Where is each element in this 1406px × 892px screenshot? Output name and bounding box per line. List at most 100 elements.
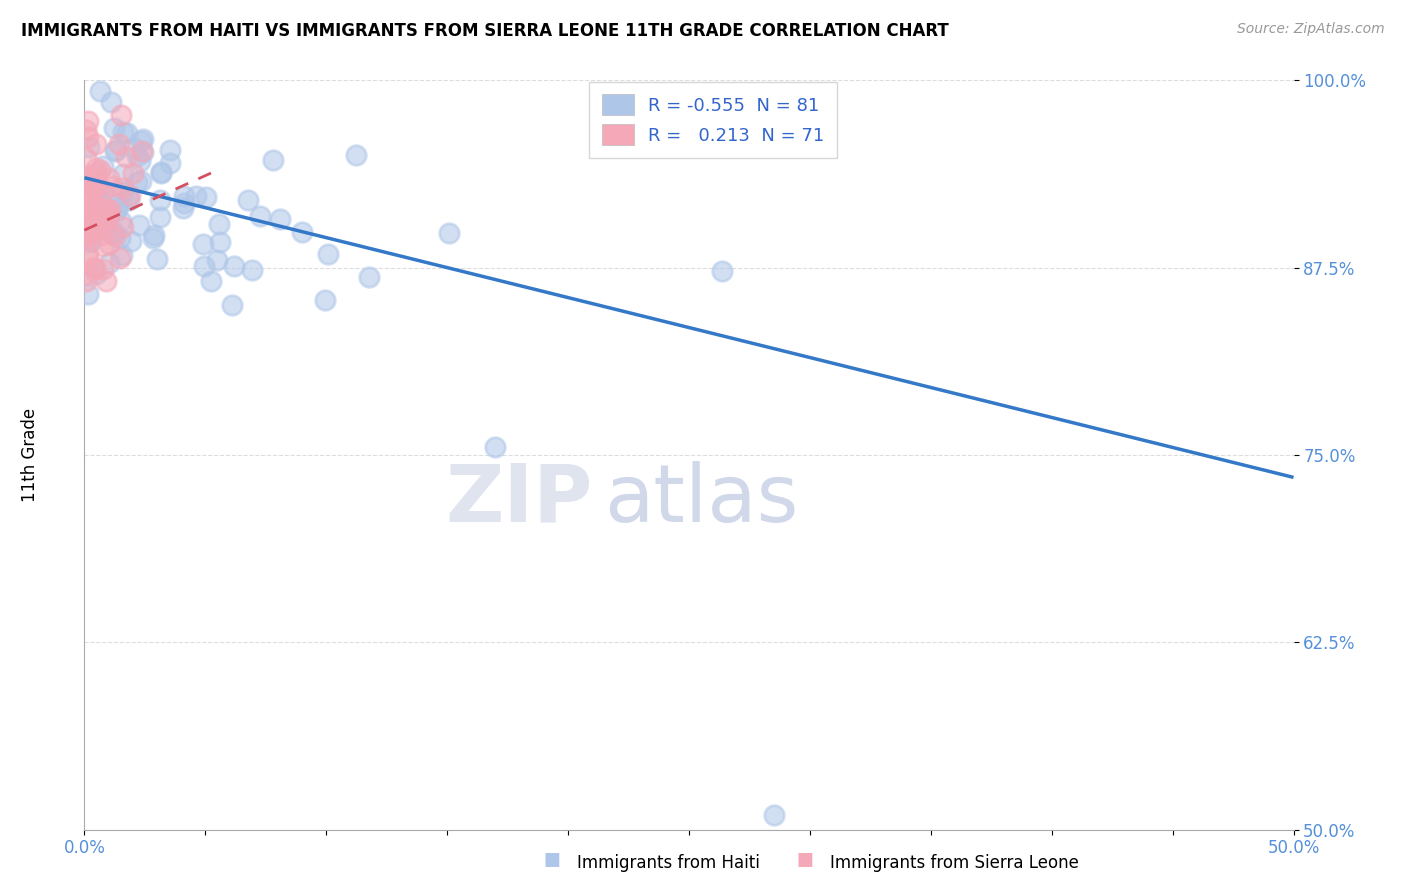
Point bbox=[238, 193, 260, 207]
Point bbox=[143, 227, 166, 242]
Point bbox=[101, 227, 124, 242]
Point bbox=[91, 159, 114, 173]
Point bbox=[89, 220, 111, 235]
Point bbox=[87, 207, 110, 221]
Point bbox=[80, 234, 103, 248]
Point bbox=[84, 262, 107, 277]
Point bbox=[77, 226, 100, 240]
Point bbox=[117, 193, 139, 207]
Point bbox=[75, 274, 97, 288]
Point bbox=[94, 274, 117, 288]
Point bbox=[117, 190, 139, 204]
Point bbox=[77, 185, 100, 199]
Point bbox=[77, 113, 100, 128]
Point bbox=[84, 215, 107, 229]
Point bbox=[111, 181, 134, 195]
Point bbox=[98, 202, 121, 217]
Point bbox=[108, 136, 131, 151]
Point bbox=[84, 161, 107, 175]
Point bbox=[77, 211, 100, 225]
Point bbox=[101, 224, 124, 238]
Point bbox=[121, 234, 143, 248]
Point bbox=[97, 255, 120, 269]
Text: ▪: ▪ bbox=[796, 845, 814, 872]
Point bbox=[87, 186, 110, 200]
Point bbox=[80, 178, 103, 193]
Point bbox=[142, 231, 165, 245]
Point bbox=[82, 219, 104, 234]
Point bbox=[208, 218, 231, 232]
Point bbox=[89, 85, 111, 99]
Point bbox=[110, 214, 132, 228]
Point bbox=[131, 134, 153, 148]
Point bbox=[149, 210, 172, 224]
Text: Source: ZipAtlas.com: Source: ZipAtlas.com bbox=[1237, 22, 1385, 37]
Point bbox=[110, 107, 132, 121]
Point bbox=[86, 166, 108, 180]
Point bbox=[110, 251, 132, 265]
Point bbox=[82, 195, 104, 210]
Point bbox=[94, 217, 117, 231]
Point bbox=[159, 143, 181, 157]
Point bbox=[316, 247, 339, 261]
Point bbox=[90, 209, 112, 223]
Point bbox=[86, 211, 108, 226]
Point bbox=[184, 189, 207, 203]
Point bbox=[100, 95, 122, 109]
Point bbox=[269, 211, 291, 226]
Point bbox=[89, 194, 111, 209]
Point bbox=[77, 223, 100, 237]
Point bbox=[108, 230, 131, 244]
Point bbox=[711, 264, 734, 278]
Point bbox=[104, 203, 127, 218]
Point bbox=[86, 200, 108, 214]
Point bbox=[75, 151, 97, 165]
Point bbox=[83, 170, 105, 185]
Point bbox=[149, 165, 172, 179]
Point bbox=[762, 807, 785, 822]
Point bbox=[115, 150, 138, 164]
Point bbox=[97, 209, 120, 223]
Point bbox=[89, 163, 111, 178]
Point bbox=[112, 124, 135, 138]
Point bbox=[83, 178, 105, 193]
Point bbox=[75, 123, 97, 137]
Point bbox=[131, 132, 153, 146]
Point bbox=[194, 190, 217, 204]
Point bbox=[104, 144, 127, 158]
Point bbox=[127, 175, 149, 189]
Point bbox=[107, 200, 129, 214]
Text: ZIP: ZIP bbox=[444, 461, 592, 539]
Point bbox=[97, 170, 120, 185]
Point bbox=[127, 149, 149, 163]
Point bbox=[75, 230, 97, 244]
Point bbox=[97, 202, 120, 216]
Point bbox=[131, 144, 153, 158]
Point bbox=[111, 185, 134, 199]
Point bbox=[173, 189, 195, 203]
Point bbox=[80, 225, 103, 239]
Text: 11th Grade: 11th Grade bbox=[21, 408, 39, 502]
Point bbox=[75, 267, 97, 281]
Point bbox=[129, 174, 152, 188]
Text: Immigrants from Haiti: Immigrants from Haiti bbox=[578, 855, 761, 872]
Point bbox=[77, 214, 100, 228]
Point bbox=[77, 192, 100, 206]
Point bbox=[93, 239, 115, 253]
Point bbox=[484, 441, 506, 455]
Point bbox=[145, 252, 167, 267]
Point bbox=[122, 141, 145, 155]
Point bbox=[207, 253, 229, 268]
Point bbox=[115, 127, 138, 141]
Point bbox=[224, 259, 246, 273]
Point bbox=[87, 181, 110, 195]
Point bbox=[86, 215, 108, 229]
Point bbox=[128, 153, 150, 168]
Point bbox=[159, 156, 181, 170]
Text: ▪: ▪ bbox=[543, 845, 561, 872]
Point bbox=[191, 237, 214, 252]
Legend: R = -0.555  N = 81, R =   0.213  N = 71: R = -0.555 N = 81, R = 0.213 N = 71 bbox=[589, 82, 838, 158]
Point bbox=[97, 210, 120, 224]
Point bbox=[149, 166, 172, 180]
Point bbox=[91, 202, 114, 216]
